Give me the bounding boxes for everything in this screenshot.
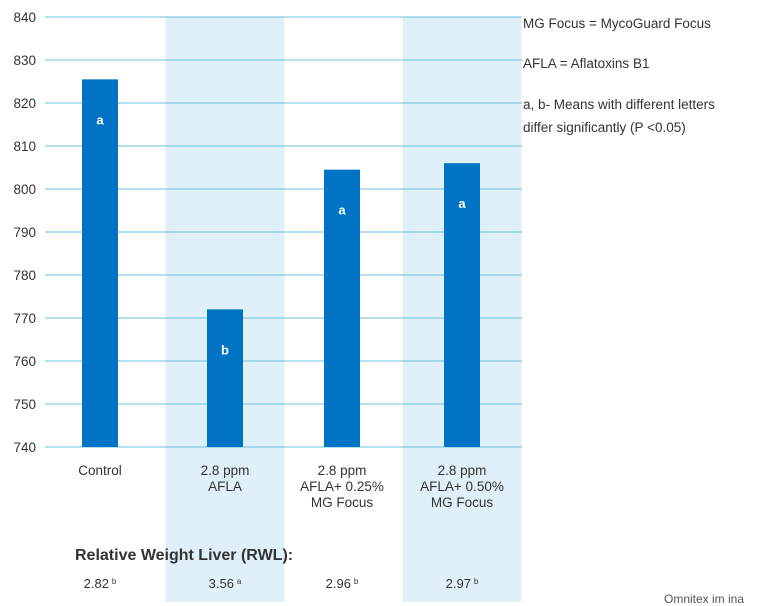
- rwl-letter: b: [473, 577, 479, 586]
- rwl-value-afla: 3.56 a: [209, 576, 242, 591]
- bar: [444, 163, 480, 447]
- x-tick-label: 2.8 ppm: [201, 463, 250, 478]
- bar: [82, 79, 118, 447]
- note-letters-line2: differ significantly (P <0.05): [523, 120, 686, 135]
- note-letters-line1: a, b- Means with different letters: [523, 97, 715, 112]
- rwl-letter: a: [236, 577, 242, 586]
- y-tick-label: 780: [13, 268, 36, 283]
- rwl-title: Relative Weight Liver (RWL):: [75, 547, 294, 564]
- y-tick-label: 810: [13, 139, 36, 154]
- bar-letter: b: [221, 342, 229, 357]
- y-tick-label: 830: [13, 53, 36, 68]
- x-tick-label: MG Focus: [431, 495, 494, 510]
- rwl-letter: b: [111, 577, 117, 586]
- bar: [207, 309, 243, 447]
- rwl-value-text: 2.96: [325, 576, 351, 591]
- rwl-letter: b: [353, 577, 359, 586]
- y-tick-label: 770: [13, 311, 36, 326]
- x-tick-label: AFLA: [208, 479, 242, 494]
- x-tick-label: Control: [78, 463, 122, 478]
- bar-letter: a: [338, 203, 346, 218]
- x-tick-label: 2.8 ppm: [438, 463, 487, 478]
- bar-letter: a: [458, 196, 466, 211]
- note-afla: AFLA = Aflatoxins B1: [523, 56, 650, 71]
- rwl-value-text: 3.56: [208, 576, 234, 591]
- bar-letter: a: [96, 112, 104, 127]
- note-mg-focus: MG Focus = MycoGuard Focus: [523, 16, 711, 31]
- bar: [324, 169, 360, 447]
- rwl-value-afla-050: 2.97 b: [446, 576, 479, 591]
- rwl-value-text: 2.82: [83, 576, 109, 591]
- x-tick-label: MG Focus: [311, 495, 374, 510]
- y-tick-label: 790: [13, 225, 36, 240]
- y-tick-label: 820: [13, 96, 36, 111]
- y-tick-label: 740: [13, 440, 36, 455]
- rwl-value-control: 2.82 b: [84, 576, 117, 591]
- x-tick-label: AFLA+ 0.25%: [300, 479, 384, 494]
- x-tick-label: AFLA+ 0.50%: [420, 479, 504, 494]
- y-tick-label: 800: [13, 182, 36, 197]
- y-tick-label: 750: [13, 397, 36, 412]
- image-credit: Omnitex im ina: [664, 592, 745, 606]
- rwl-value-afla-025: 2.96 b: [326, 576, 359, 591]
- y-tick-label: 840: [13, 10, 36, 25]
- x-tick-label: 2.8 ppm: [318, 463, 367, 478]
- y-tick-label: 760: [13, 354, 36, 369]
- rwl-value-text: 2.97: [445, 576, 471, 591]
